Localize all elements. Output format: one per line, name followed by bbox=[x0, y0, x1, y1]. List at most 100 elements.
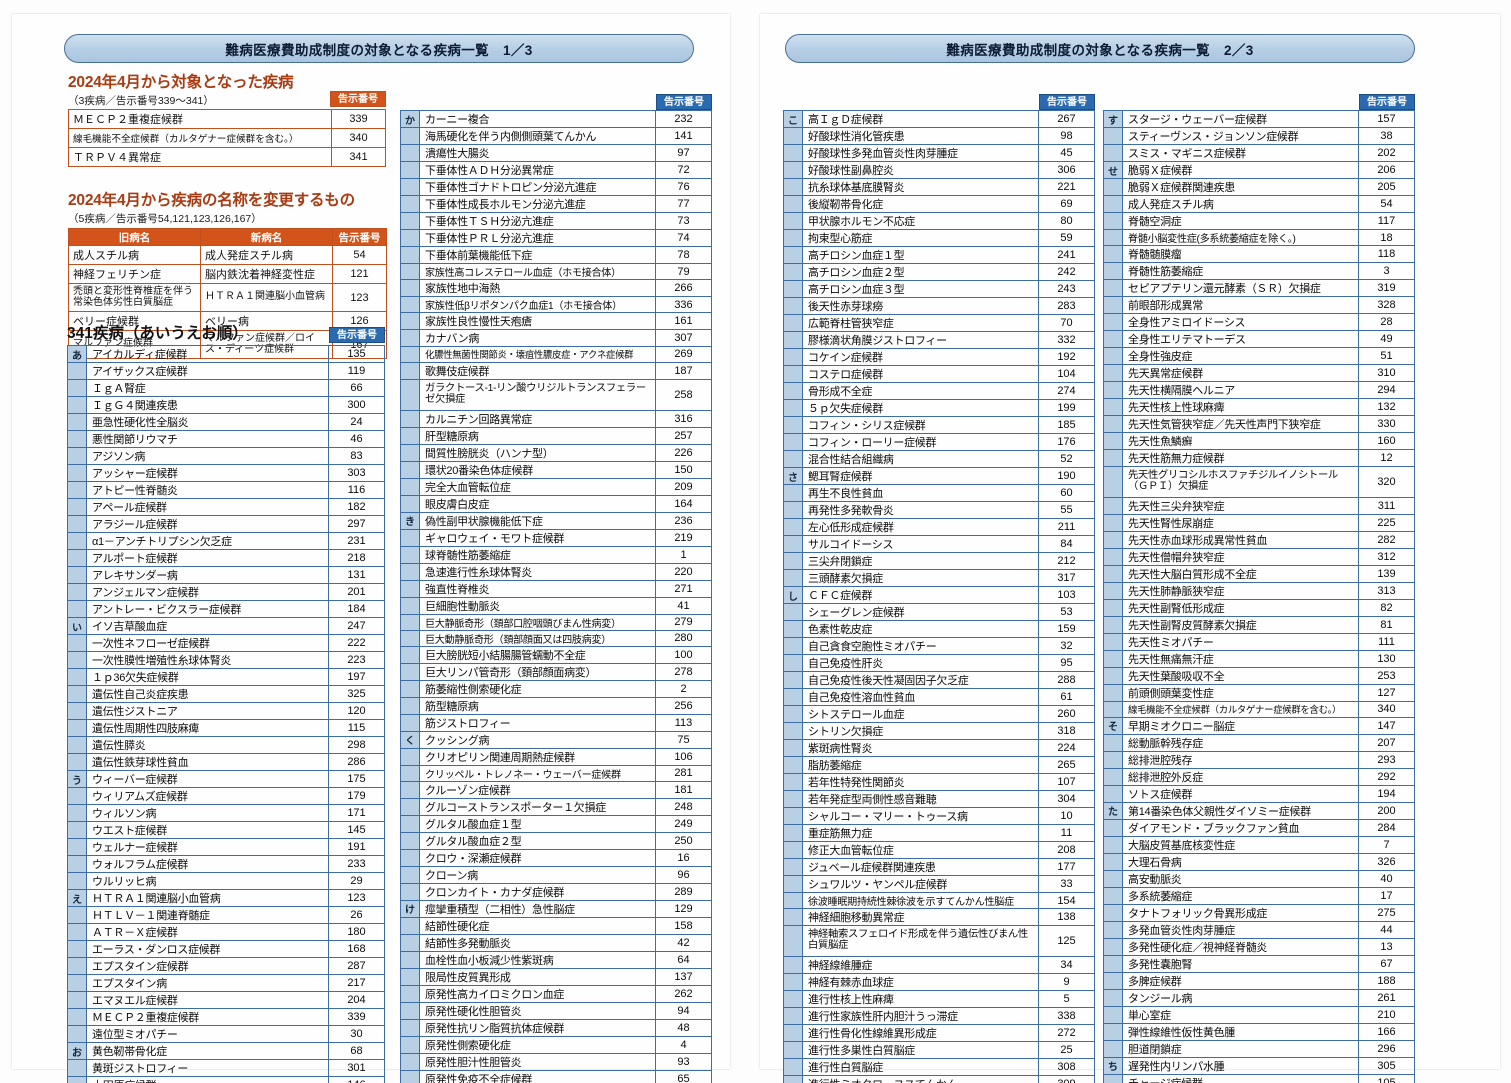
kana-spacer bbox=[1103, 347, 1123, 365]
disease-name: ＣＦＣ症候群 bbox=[802, 586, 1039, 604]
table-row: 神経線維腫症 34 bbox=[783, 956, 1095, 975]
disease-code: 98 bbox=[1038, 127, 1095, 145]
kana-spacer bbox=[783, 807, 803, 825]
old-disease-name: 禿頭と変形性脊椎症を伴う常染色体劣性白質脳症 bbox=[68, 283, 201, 312]
new-disease-name: 脳内鉄沈着神経変性症 bbox=[200, 264, 333, 284]
disease-code: 139 bbox=[1358, 565, 1415, 584]
disease-code: 46 bbox=[328, 430, 385, 448]
table-row: 拘束型心筋症 59 bbox=[783, 229, 1095, 247]
kana-group-label: か bbox=[400, 110, 420, 128]
table-row: アンジェルマン症候群 201 bbox=[67, 583, 385, 601]
table-row: ウエスト症候群 145 bbox=[67, 821, 385, 839]
disease-code: 147 bbox=[1358, 716, 1415, 735]
kana-spacer bbox=[400, 882, 420, 901]
disease-code: 281 bbox=[655, 764, 712, 782]
kana-spacer bbox=[67, 804, 87, 822]
kana-spacer bbox=[67, 481, 87, 499]
kana-spacer bbox=[783, 841, 803, 859]
table-row: さ鰓耳腎症候群 190 bbox=[783, 467, 1095, 485]
table-row: 高チロシン血症２型 242 bbox=[783, 263, 1095, 281]
table-row: き偽性副甲状腺機能低下症 236 bbox=[400, 511, 712, 530]
disease-name: 進行性骨化性線維異形成症 bbox=[802, 1024, 1039, 1043]
disease-name: カーニー複合 bbox=[419, 110, 656, 128]
kana-spacer bbox=[783, 990, 803, 1009]
column-d: 告示番号 すスタージ・ウェーバー症候群 157 スティーヴンス・ジョンソン症候群 38… bbox=[1103, 94, 1415, 1083]
table-row: 修正大血管転位症 208 bbox=[783, 841, 1095, 859]
table-row: 下垂体性成長ホルモン分泌亢進症 77 bbox=[400, 195, 712, 213]
kana-spacer bbox=[67, 634, 87, 652]
disease-name: 高チロシン血症３型 bbox=[802, 280, 1039, 298]
disease-code: 135 bbox=[328, 345, 385, 363]
table-row: 原発性胆汁性胆管炎 93 bbox=[400, 1052, 712, 1071]
kana-spacer bbox=[783, 773, 803, 791]
kana-spacer bbox=[783, 875, 803, 893]
disease-name: ＨＴＬＶ－１関連脊髄症 bbox=[86, 906, 329, 924]
disease-name: 進行性ミオクローヌスてんかん bbox=[802, 1075, 1039, 1083]
table-row: スミス・マギニス症候群 202 bbox=[1103, 144, 1415, 162]
table-row: 大田原症候群146 bbox=[67, 1076, 385, 1083]
disease-code: 184 bbox=[328, 600, 385, 618]
disease-name: ＨＴＲＡ１関連脳小血管病 bbox=[86, 889, 329, 907]
disease-code: 231 bbox=[328, 532, 385, 550]
kana-spacer bbox=[400, 144, 420, 162]
disease-name: 筋ジストロフィー bbox=[419, 713, 656, 732]
kana-spacer bbox=[400, 212, 420, 230]
disease-name: 進行性白質脳症 bbox=[802, 1058, 1039, 1077]
disease-name: グルコーストランスポーター１欠損症 bbox=[419, 797, 656, 816]
disease-name: 多発性嚢胞腎 bbox=[1122, 954, 1359, 973]
disease-name: 神経有棘赤血球症 bbox=[802, 973, 1039, 992]
disease-name: アルポート症候群 bbox=[86, 549, 329, 567]
disease-name: 筋萎縮性側索硬化症 bbox=[419, 679, 656, 698]
kana-spacer bbox=[400, 312, 420, 330]
kana-spacer bbox=[783, 450, 803, 468]
disease-code: 202 bbox=[1358, 144, 1415, 162]
kana-spacer bbox=[1103, 330, 1123, 348]
disease-name: 家族性低βリポタンパク血症1（ホモ接合体） bbox=[419, 296, 656, 313]
disease-name: 先天性グリコシルホスファチジルイノシトール（ＧＰＩ）欠損症 bbox=[1122, 465, 1359, 499]
disease-code: 175 bbox=[328, 770, 385, 788]
disease-code: 54 bbox=[332, 245, 387, 265]
kana-spacer bbox=[1103, 415, 1123, 433]
kana-spacer bbox=[783, 331, 803, 349]
table-row: 肝型糖原病 257 bbox=[400, 426, 712, 445]
disease-name: 前頭側頭葉変性症 bbox=[1122, 684, 1359, 703]
kana-spacer bbox=[783, 348, 803, 366]
disease-name: 悪性関節リウマチ bbox=[86, 430, 329, 448]
disease-code: 72 bbox=[655, 161, 712, 179]
kana-spacer bbox=[400, 329, 420, 347]
kana-spacer bbox=[67, 600, 87, 618]
disease-name: アラジール症候群 bbox=[86, 515, 329, 533]
disease-code: 242 bbox=[1038, 263, 1095, 281]
table-row: グルタル酸血症１型 249 bbox=[400, 814, 712, 833]
disease-code: 30 bbox=[328, 1025, 385, 1043]
old-name-header: 旧病名 bbox=[68, 228, 201, 246]
table-row: 下垂体性ＴＳＨ分泌亢進症 73 bbox=[400, 212, 712, 230]
disease-name: 修正大血管転位症 bbox=[802, 841, 1039, 859]
table-row: 先天性気管狭窄症／先天性声門下狭窄症 330 bbox=[1103, 415, 1415, 433]
disease-name: 痙攣重積型（二相性）急性脳症 bbox=[419, 899, 656, 918]
table-row: 眼皮膚白皮症 164 bbox=[400, 494, 712, 513]
kana-spacer bbox=[400, 545, 420, 564]
table-row: シェーグレン症候群 53 bbox=[783, 603, 1095, 621]
disease-code: 224 bbox=[1038, 739, 1095, 757]
table-row: 先天性無痛無汗症 130 bbox=[1103, 650, 1415, 669]
kana-spacer bbox=[1103, 835, 1123, 854]
disease-name: ジュベール症候群関連疾患 bbox=[802, 858, 1039, 876]
disease-code: 265 bbox=[1038, 756, 1095, 774]
disease-code: 118 bbox=[1358, 245, 1415, 263]
table-row: 高チロシン血症１型 241 bbox=[783, 246, 1095, 264]
table-row: 抗糸球体基底膜腎炎 221 bbox=[783, 178, 1095, 196]
disease-name: クリッペル・トレノネー・ウェーバー症候群 bbox=[419, 764, 656, 782]
disease-code: 318 bbox=[1038, 722, 1095, 740]
kana-spacer bbox=[400, 528, 420, 547]
disease-name: 抗糸球体基底膜腎炎 bbox=[802, 178, 1039, 196]
table-row: コケイン症候群 192 bbox=[783, 348, 1095, 366]
disease-code: 258 bbox=[655, 378, 712, 411]
disease-code: 171 bbox=[328, 804, 385, 822]
disease-name: 間質性膀胱炎（ハンナ型） bbox=[419, 443, 656, 462]
kana-spacer bbox=[1103, 296, 1123, 314]
disease-code: 250 bbox=[655, 831, 712, 850]
disease-code: 53 bbox=[1038, 603, 1095, 621]
table-row: 高チロシン血症３型 243 bbox=[783, 280, 1095, 298]
table-row: 筋型糖原病 256 bbox=[400, 696, 712, 715]
